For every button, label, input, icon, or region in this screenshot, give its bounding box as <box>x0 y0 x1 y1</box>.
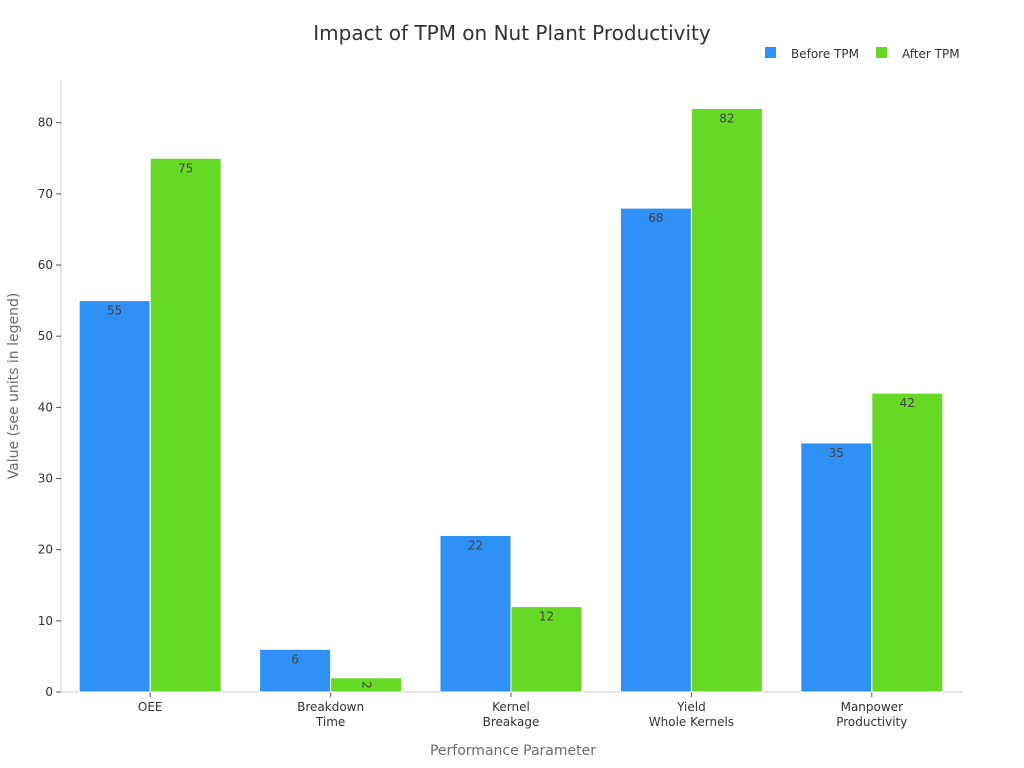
y-axis-title: Value (see units in legend) <box>6 293 22 480</box>
bar-after-tpm <box>510 606 583 693</box>
x-tick-label: Manpower Productivity <box>836 700 907 729</box>
bar-before-tpm <box>800 442 873 693</box>
bar-after-tpm <box>871 392 944 693</box>
y-tick-label: 70 <box>38 187 53 201</box>
x-tick-label: Breakdown Time <box>297 700 364 729</box>
legend-swatch-before-tpm <box>765 47 776 58</box>
y-tick-label: 0 <box>45 685 53 699</box>
data-label-after-tpm: 12 <box>539 610 554 624</box>
data-label-before-tpm: 35 <box>829 446 844 460</box>
data-label-before-tpm: 55 <box>107 304 122 318</box>
bar-before-tpm <box>619 207 692 693</box>
y-tick-label: 20 <box>38 543 53 557</box>
bar-before-tpm <box>439 534 512 693</box>
bar-after-tpm <box>690 107 763 693</box>
data-label-after-tpm: 42 <box>900 396 915 410</box>
data-label-before-tpm: 68 <box>648 211 663 225</box>
bar-before-tpm <box>259 648 332 693</box>
y-tick-label: 30 <box>38 472 53 486</box>
legend-label-after-tpm: After TPM <box>902 47 960 61</box>
data-label-after-tpm: 2 <box>360 681 374 689</box>
legend-swatch-after-tpm <box>876 47 887 58</box>
data-label-before-tpm: 6 <box>291 652 299 666</box>
bar-before-tpm <box>78 300 151 693</box>
y-tick-label: 60 <box>38 258 53 272</box>
data-label-after-tpm: 82 <box>719 111 734 125</box>
x-tick-label: Yield Whole Kernels <box>649 700 734 729</box>
data-label-before-tpm: 22 <box>468 538 483 552</box>
y-tick-label: 80 <box>38 116 53 130</box>
y-tick-label: 50 <box>38 329 53 343</box>
y-tick-label: 40 <box>38 400 53 414</box>
y-tick-label: 10 <box>38 614 53 628</box>
x-axis-title: Performance Parameter <box>430 743 596 759</box>
x-tick-label: Kernel Breakage <box>483 700 540 729</box>
legend: Before TPM After TPM <box>765 47 960 61</box>
bar-after-tpm <box>330 677 403 693</box>
data-label-after-tpm: 75 <box>178 161 193 175</box>
x-tick-label: OEE <box>138 700 163 714</box>
bar-after-tpm <box>149 157 222 693</box>
plot-area: 0 10 20 30 40 50 60 70 80 OEE 55 75 Breakdown Time 6 2 K… <box>38 80 963 729</box>
chart-title: Impact of TPM on Nut Plant Productivity <box>313 21 711 45</box>
legend-label-before-tpm: Before TPM <box>791 47 859 61</box>
